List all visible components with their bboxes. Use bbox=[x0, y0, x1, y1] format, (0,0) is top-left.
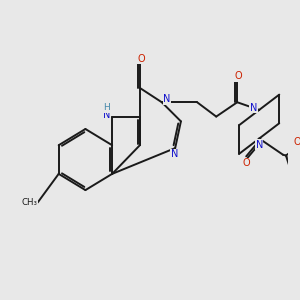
Text: O: O bbox=[294, 137, 300, 147]
Text: CH₃: CH₃ bbox=[22, 198, 38, 207]
Text: O: O bbox=[235, 71, 242, 81]
Text: H: H bbox=[103, 103, 110, 112]
Text: N: N bbox=[171, 149, 178, 159]
Text: N: N bbox=[256, 140, 263, 150]
Text: N: N bbox=[250, 103, 257, 112]
Text: N: N bbox=[163, 94, 171, 104]
Text: O: O bbox=[137, 54, 145, 64]
Text: N: N bbox=[103, 110, 111, 120]
Text: O: O bbox=[242, 158, 250, 168]
